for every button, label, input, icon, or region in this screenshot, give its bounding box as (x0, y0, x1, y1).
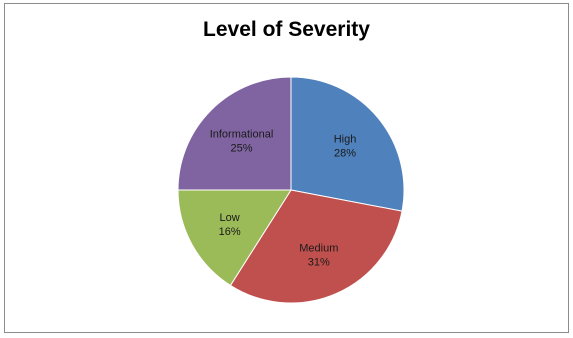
slice-label-informational: Informational (210, 129, 274, 141)
slice-value-medium: 31% (308, 256, 330, 268)
pie-slice-high (290, 76, 405, 212)
slice-value-low: 16% (219, 226, 241, 238)
slice-value-high: 28% (334, 147, 356, 159)
slice-label-medium: Medium (299, 242, 338, 254)
slice-label-low: Low (220, 212, 240, 224)
pie-slice-low (177, 189, 292, 287)
pie-slice-informational (177, 76, 292, 191)
pie-labels: High 28% Medium 31% Low 16% Informational 25% (210, 129, 357, 269)
pie-slices (177, 76, 405, 304)
slice-label-high: High (334, 133, 357, 145)
chart-title: Level of Severity (203, 18, 370, 41)
slice-value-informational: 25% (230, 143, 252, 155)
